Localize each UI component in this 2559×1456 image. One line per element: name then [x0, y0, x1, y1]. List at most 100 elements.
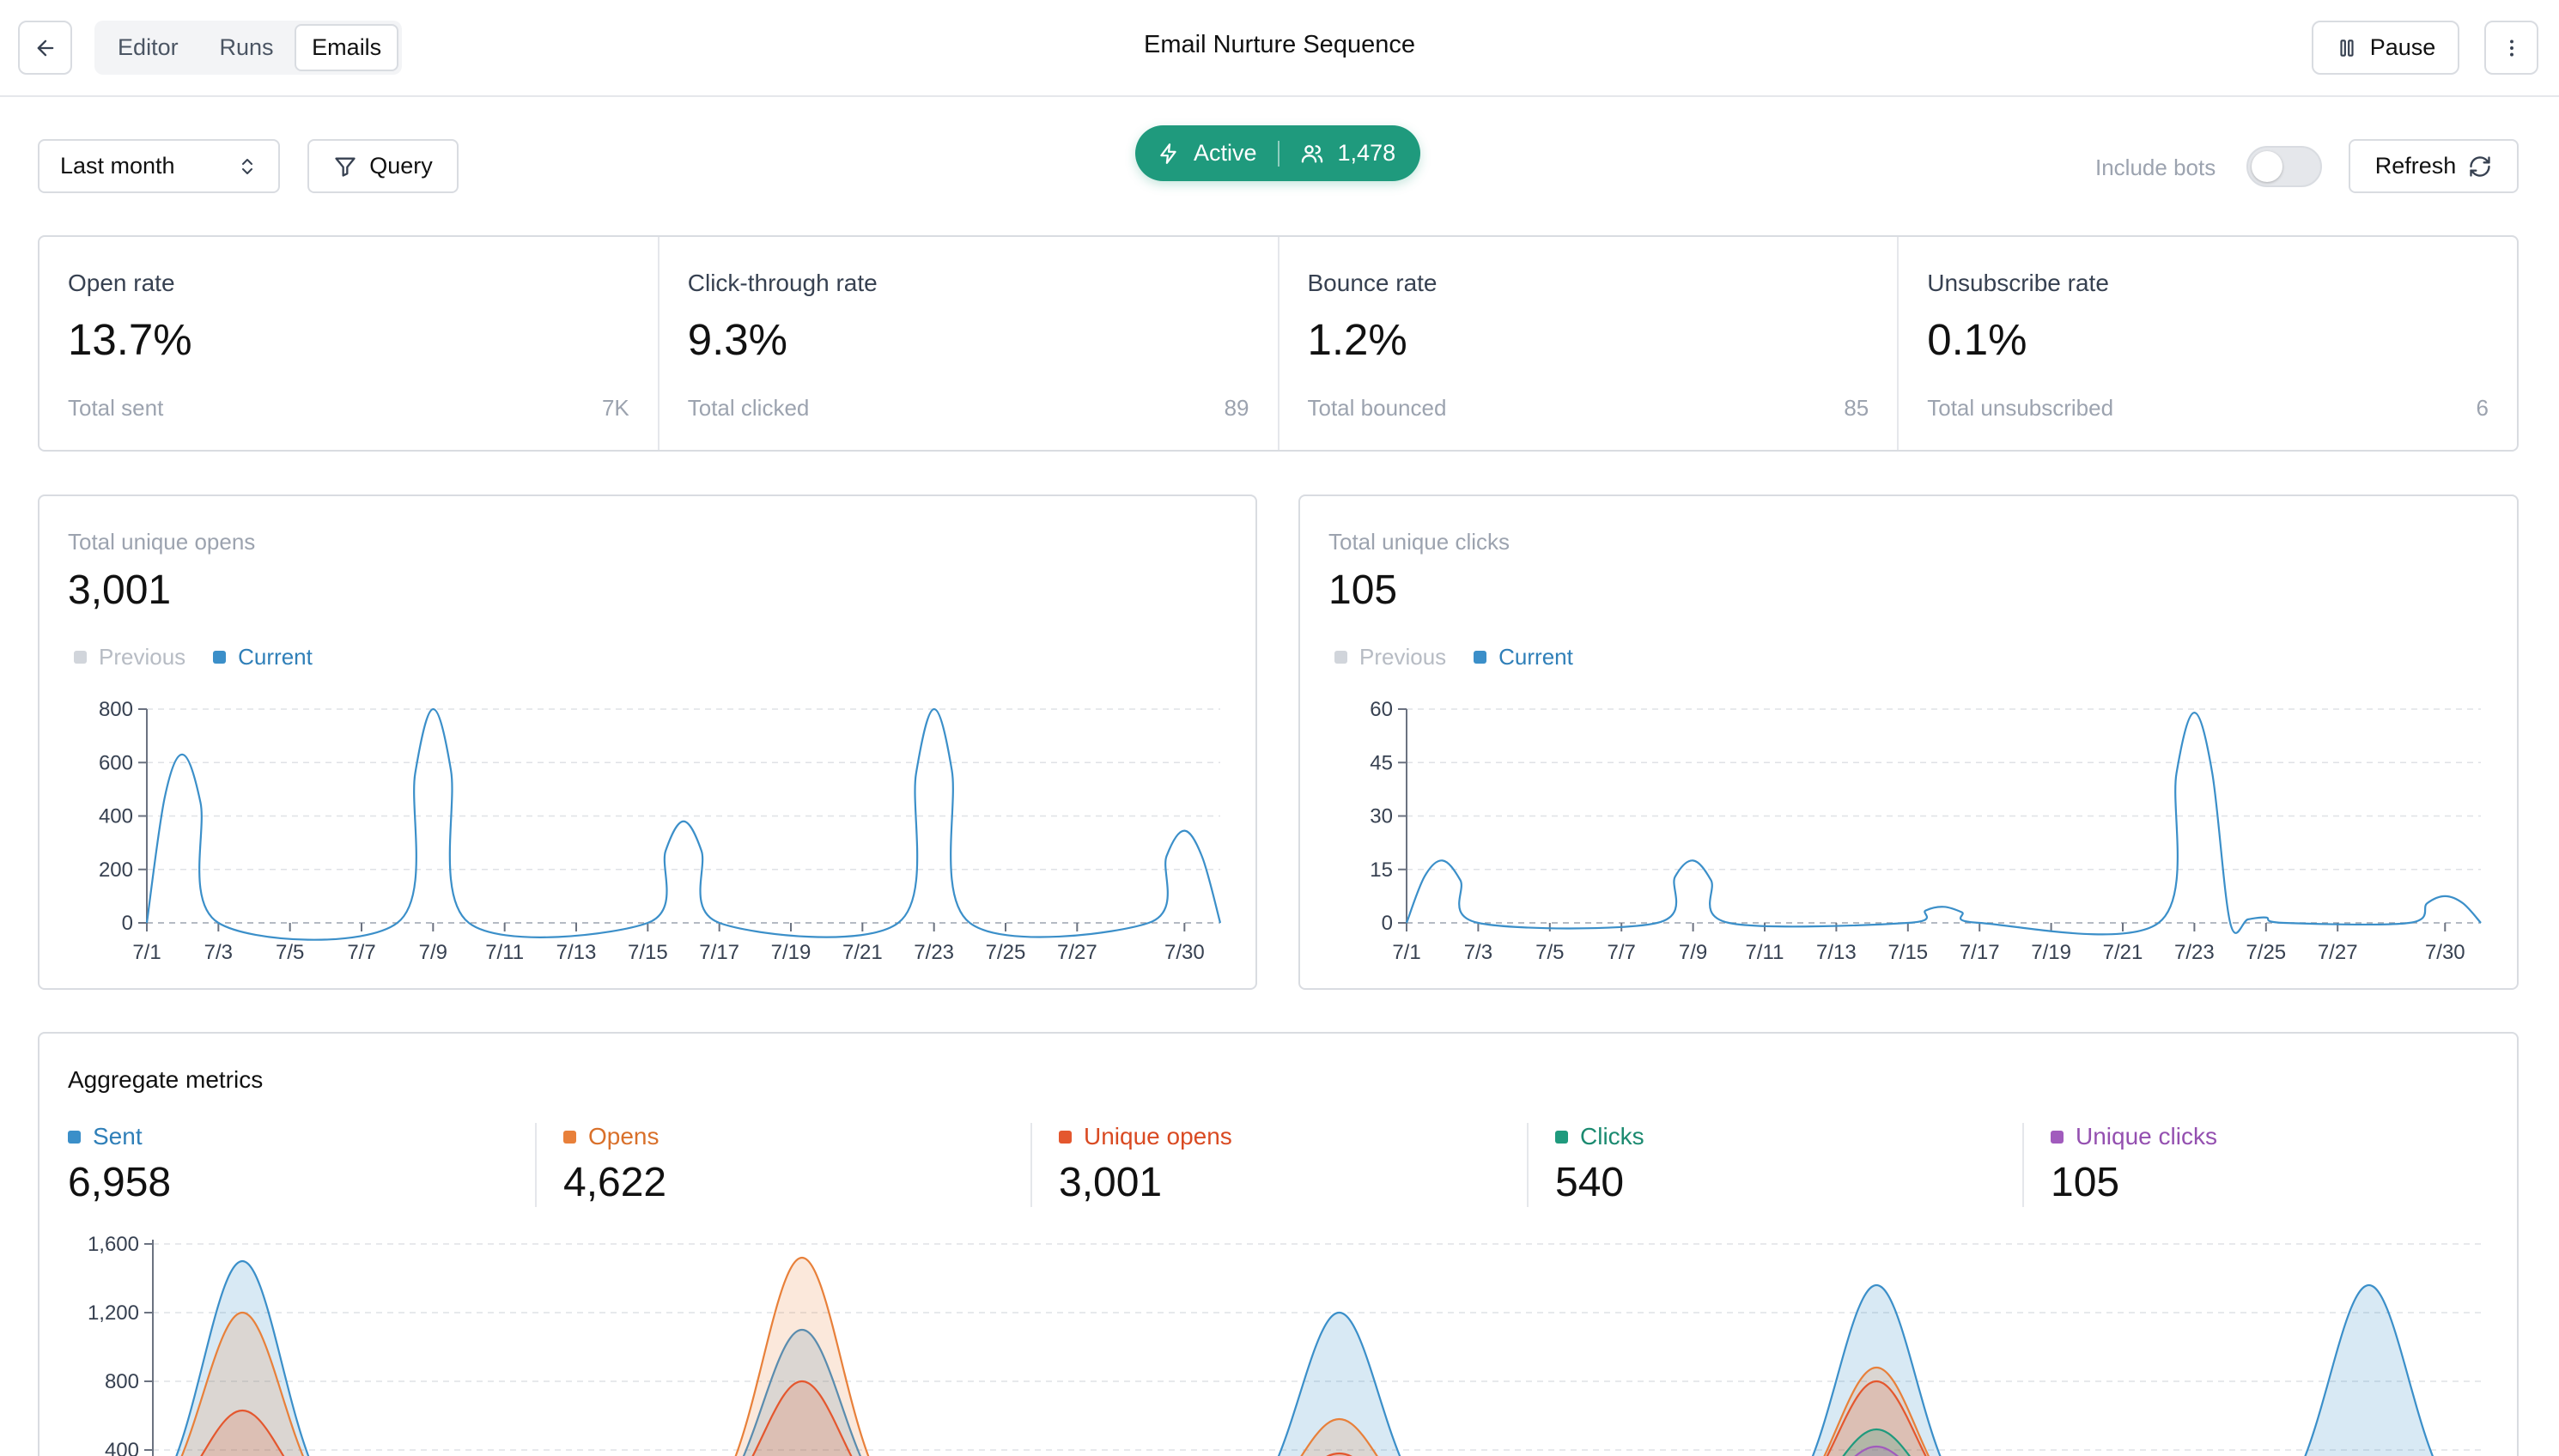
chart-total: 3,001: [68, 567, 172, 613]
area-unique-clicks: [1855, 1447, 1898, 1456]
y-tick-label: 200: [99, 858, 133, 882]
line-sent: [175, 1259, 310, 1456]
kpi-value: 9.3%: [687, 315, 787, 364]
query-button[interactable]: Query: [307, 139, 459, 193]
include-bots-label: Include bots: [2095, 155, 2216, 180]
legend-current[interactable]: Current: [213, 644, 313, 670]
area-opens: [1301, 1419, 1377, 1456]
legend-current[interactable]: Current: [1474, 644, 1573, 670]
line-sent: [2304, 1283, 2434, 1456]
x-tick-label: 7/13: [1816, 941, 1857, 964]
area-opens: [1824, 1368, 1929, 1456]
y-tick-label: 1,600: [88, 1233, 139, 1256]
x-tick-label: 7/15: [628, 941, 668, 964]
kpi-foot-value: 85: [1844, 395, 1869, 421]
line-unique-opens: [1326, 1452, 1353, 1456]
toggle-knob: [2252, 151, 2282, 182]
status-badge[interactable]: Active 1,478: [1135, 125, 1420, 181]
more-vertical-icon: [2509, 39, 2513, 57]
aggregate-title: Aggregate metrics: [68, 1066, 264, 1093]
metric-value: 4,622: [563, 1160, 667, 1205]
metric-name: Clicks: [1580, 1123, 1644, 1150]
area-unique-opens: [752, 1381, 852, 1456]
x-tick-label: 7/19: [771, 941, 811, 964]
area-opens: [181, 1313, 303, 1456]
chart-legend: Previous Current: [74, 644, 313, 670]
x-tick-label: 7/30: [1164, 941, 1205, 964]
unique-opens-chart: 0 200 400 600 800 7/1 7/3 7/5 7/7 7/9 7/11 7/13 7/15…: [99, 698, 1222, 964]
unique-opens-card: Total unique opens 3,001 Previous Curren…: [38, 494, 1257, 990]
area-opens: [735, 1258, 869, 1456]
chart-legend: Previous Current: [1334, 644, 1573, 670]
include-bots-toggle[interactable]: [2246, 146, 2322, 187]
x-tick-label: 7/30: [2425, 941, 2465, 964]
pause-button[interactable]: Pause: [2312, 21, 2459, 75]
users-icon: [1301, 144, 1322, 162]
legend-previous[interactable]: Previous: [1334, 644, 1446, 670]
refresh-icon: [2470, 155, 2490, 177]
kpi-foot-label: Total clicked: [687, 395, 810, 421]
kpi-open-rate: Open rate 13.7% Total sent 7K: [40, 237, 660, 450]
status-label: Active: [1194, 140, 1257, 166]
aggregate-metrics-card: Aggregate metrics Sent 6,958 Opens 4,622…: [38, 1032, 2519, 1456]
metric-sent[interactable]: Sent 6,958: [68, 1123, 171, 1207]
area-sent: [744, 1330, 860, 1456]
tab-runs[interactable]: Runs: [219, 34, 274, 60]
metric-divider: [1030, 1123, 1032, 1207]
line-unique-opens: [200, 1409, 285, 1456]
metric-swatch: [563, 1130, 576, 1144]
tab-emails[interactable]: Emails: [295, 24, 399, 71]
x-tick-label: 7/7: [347, 941, 375, 964]
date-range-select[interactable]: Last month: [38, 139, 280, 193]
legend-previous[interactable]: Previous: [74, 644, 185, 670]
line-opens: [1823, 1366, 1930, 1456]
x-tick-label: 7/1: [132, 941, 161, 964]
x-tick-label: 7/11: [485, 941, 524, 964]
kpi-label: Unsubscribe rate: [1927, 270, 2109, 296]
y-tick-label: 0: [1382, 912, 1393, 935]
kpi-value: 0.1%: [1927, 315, 2027, 364]
chart-label: Total unique clicks: [1328, 529, 1510, 555]
y-tick-label: 30: [1370, 805, 1393, 828]
line-opens: [180, 1311, 304, 1456]
line-clicks: [1842, 1428, 1912, 1456]
x-tick-label: 7/27: [2318, 941, 2358, 964]
metric-clicks[interactable]: Clicks 540: [1555, 1123, 1644, 1207]
more-options-button[interactable]: [2484, 21, 2538, 75]
area-sent: [2305, 1285, 2433, 1456]
x-tick-label: 7/23: [2174, 941, 2215, 964]
line-sent: [742, 1328, 862, 1456]
kpi-foot-label: Total bounced: [1307, 395, 1447, 421]
y-tick-label: 800: [99, 698, 133, 721]
metric-swatch: [1059, 1130, 1072, 1144]
metric-opens[interactable]: Opens 4,622: [563, 1123, 666, 1207]
x-tick-label: 7/3: [204, 941, 233, 964]
area-unique-opens: [1328, 1453, 1351, 1456]
metric-value: 105: [2051, 1160, 2120, 1205]
legend-swatch: [1334, 651, 1347, 664]
kpi-label: Bounce rate: [1307, 270, 1438, 296]
line-unique-clicks: [1854, 1445, 1899, 1456]
back-button[interactable]: [18, 21, 72, 75]
date-range-value: Last month: [60, 153, 175, 179]
refresh-button[interactable]: Refresh: [2349, 139, 2519, 193]
x-tick-label: 7/17: [1960, 941, 2000, 964]
lightning-icon: [1160, 143, 1176, 164]
legend-label: Current: [238, 644, 313, 670]
metric-name: Unique opens: [1084, 1123, 1232, 1150]
y-tick-label: 600: [99, 751, 133, 774]
metric-swatch: [1555, 1130, 1568, 1144]
metric-unique-opens[interactable]: Unique opens 3,001: [1059, 1123, 1232, 1207]
metric-name: Sent: [93, 1123, 143, 1150]
metric-value: 3,001: [1059, 1160, 1163, 1205]
metric-name: Unique clicks: [2076, 1123, 2217, 1150]
chart-total: 105: [1328, 567, 1398, 613]
metric-divider: [1527, 1123, 1529, 1207]
tab-editor[interactable]: Editor: [118, 34, 179, 60]
metric-unique-clicks[interactable]: Unique clicks 105: [2051, 1123, 2217, 1207]
y-tick-label: 400: [99, 805, 133, 828]
metric-swatch: [68, 1130, 81, 1144]
unique-clicks-chart: 0 15 30 45 60 7/1 7/3 7/5 7/7 7/9 7/11 7/13 7/15 7/17…: [1370, 698, 2482, 964]
x-tick-label: 7/21: [2103, 941, 2143, 964]
x-tick-label: 7/9: [419, 941, 447, 964]
